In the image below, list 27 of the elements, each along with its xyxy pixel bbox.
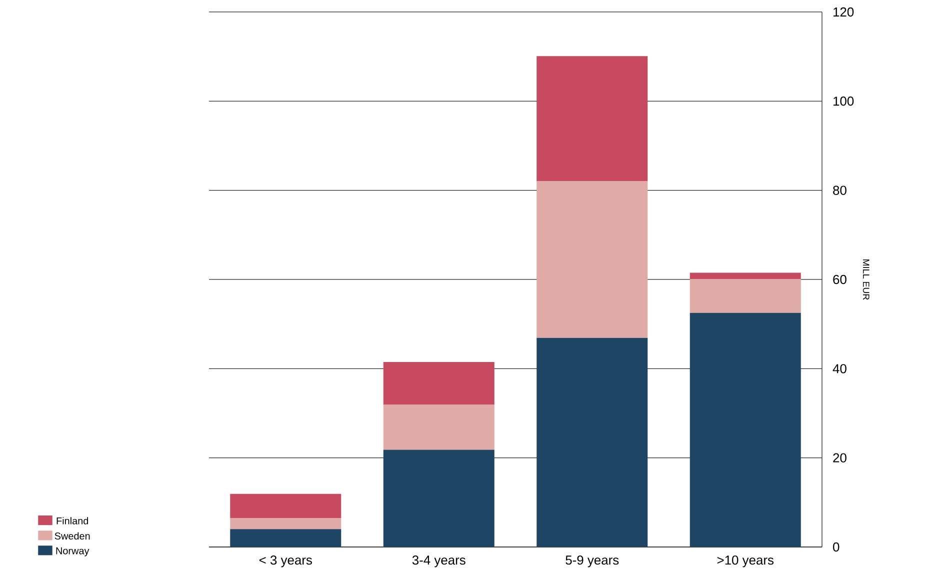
legend-label: Norway bbox=[56, 547, 90, 556]
x-tick-label: 3-4 years bbox=[412, 555, 466, 568]
y-tick-label: 80 bbox=[833, 186, 846, 195]
bar bbox=[383, 450, 494, 547]
legend-label: Finland bbox=[56, 517, 88, 524]
bar bbox=[690, 272, 801, 280]
bar bbox=[383, 362, 494, 405]
y-axis-title: MILL EUR bbox=[862, 260, 870, 300]
y-tick-label: 40 bbox=[832, 364, 846, 374]
x-tick-label: < 3 years bbox=[259, 555, 312, 568]
y-tick-label: 20 bbox=[833, 453, 846, 462]
y-tick-label: 100 bbox=[834, 96, 854, 106]
bar bbox=[230, 494, 342, 518]
bar bbox=[536, 56, 648, 181]
bar bbox=[536, 338, 648, 547]
legend-label: Sweden bbox=[54, 532, 90, 540]
bar bbox=[230, 529, 342, 547]
bar bbox=[230, 518, 342, 530]
y-tick-label: 0 bbox=[833, 542, 840, 552]
x-tick-label: >10 years bbox=[717, 555, 774, 568]
bar bbox=[383, 404, 494, 450]
y-tick-label: 60 bbox=[833, 274, 846, 284]
bar bbox=[690, 312, 801, 547]
y-tick-label: 120 bbox=[834, 7, 854, 17]
bar bbox=[690, 279, 801, 313]
x-tick-label: 5-9 years bbox=[566, 555, 619, 568]
bar bbox=[536, 180, 648, 338]
